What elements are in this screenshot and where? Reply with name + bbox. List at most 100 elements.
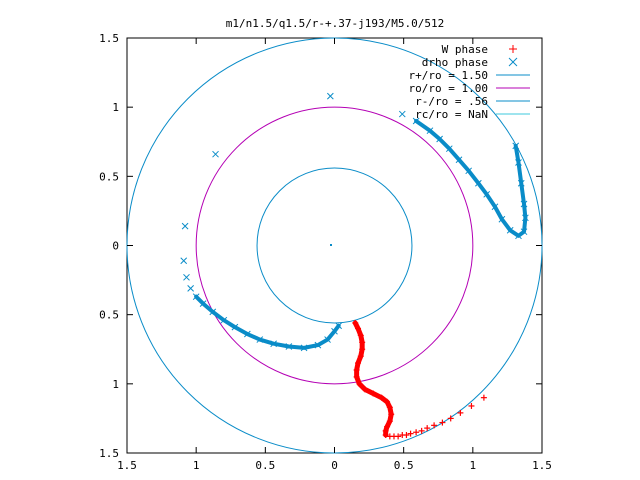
w-phase-point	[352, 319, 359, 326]
drho-phase-point	[181, 222, 189, 230]
w-phase-point	[353, 367, 360, 373]
legend-label-ro: ro/ro = 1.00	[409, 82, 488, 95]
y-tick-label: 1	[112, 101, 119, 114]
drho-phase-point	[270, 340, 277, 348]
w-phase-point	[413, 429, 420, 436]
drho-phase-point	[498, 215, 506, 223]
w-phase-point	[384, 398, 391, 405]
y-tick-label: 0.5	[99, 170, 119, 183]
drho-phase-point	[314, 341, 322, 349]
drho-phase-point	[506, 226, 514, 234]
w-phase-point	[439, 419, 446, 426]
legend-label-r-plus: r+/ro = 1.50	[409, 69, 488, 82]
legend-label-r-minus: r-/ro = .56	[415, 95, 488, 108]
w-phase-point	[378, 394, 385, 401]
w-phase-point	[386, 404, 393, 411]
drho-phase-point	[515, 159, 522, 166]
drho-phase-point	[335, 322, 343, 330]
legend-label-w-phase: W phase	[442, 43, 488, 56]
w-phase-point	[357, 353, 364, 360]
drho-phase-point	[199, 300, 207, 307]
x-tick-label: 0.5	[255, 459, 275, 472]
w-phase-point	[361, 386, 368, 393]
drho-phase-point	[517, 179, 525, 187]
w-phase-point	[418, 427, 425, 434]
legend: W phase drho phase r+/ro = 1.50 ro/ro = …	[409, 43, 530, 121]
legend-label-drho-phase: drho phase	[422, 56, 488, 69]
drho-phase-point	[331, 327, 338, 335]
x-tick-label: 0	[331, 459, 338, 472]
w-phase-point	[480, 394, 487, 401]
legend-label-rc: rc/ro = NaN	[415, 108, 488, 121]
x-tick-label: 1.5	[532, 459, 552, 472]
w-phase-point	[431, 422, 438, 429]
drho-phase-point	[300, 344, 308, 352]
chart-title: m1/n1.5/q1.5/r-+.37-j193/M5.0/512	[226, 17, 445, 30]
y-tick-label: 1.5	[99, 32, 119, 45]
drho-phase-point	[436, 135, 443, 143]
w-phase-point	[384, 423, 391, 430]
w-phase-point	[447, 415, 454, 422]
drho-phase-point	[220, 316, 228, 324]
w-phase-series	[352, 319, 487, 440]
drho-phase-point	[445, 145, 453, 153]
w-phase-point	[382, 432, 389, 439]
drho-phase-series	[180, 92, 529, 352]
drho-phase-point	[412, 117, 420, 125]
x-tick-label: 1	[193, 459, 200, 472]
x-tick-label: 1.5	[117, 459, 137, 472]
legend-marker-w-phase	[509, 45, 517, 53]
drho-phase-point	[231, 323, 239, 331]
w-phase-point	[468, 402, 475, 409]
drho-phase-dense-trail-right	[414, 119, 528, 238]
drho-phase-point	[475, 179, 482, 187]
w-phase-point	[457, 409, 464, 416]
drho-phase-point	[520, 228, 528, 236]
drho-phase-point	[324, 336, 331, 343]
w-phase-point	[370, 390, 377, 397]
drho-phase-point	[512, 142, 520, 150]
w-phase-point	[355, 360, 362, 367]
drho-phase-point	[522, 214, 529, 222]
drho-phase-point	[183, 273, 190, 281]
y-tick-label: 0.5	[99, 309, 119, 322]
drho-phase-point	[483, 190, 491, 198]
drho-phase-point	[212, 150, 219, 158]
drho-phase-point	[455, 156, 463, 164]
circle-1	[195, 106, 474, 385]
w-phase-point	[407, 430, 414, 437]
drho-phase-point	[285, 343, 293, 350]
drho-phase-point	[192, 293, 200, 301]
drho-phase-point	[256, 336, 264, 343]
drho-phase-point	[520, 200, 528, 208]
w-phase-point	[359, 339, 366, 346]
w-phase-point	[359, 346, 366, 353]
w-phase-point	[388, 411, 395, 418]
w-phase-point	[395, 433, 402, 440]
legend-marker-drho-phase	[508, 57, 518, 67]
circle-2	[256, 167, 413, 324]
x-tick-label: 0.5	[394, 459, 414, 472]
drho-phase-point	[187, 285, 194, 292]
drho-phase-point	[515, 232, 522, 240]
y-tick-label: 0	[112, 240, 119, 253]
w-phase-point	[355, 325, 362, 332]
drho-phase-point	[426, 127, 434, 135]
w-phase-point	[424, 425, 431, 432]
w-phase-point	[356, 380, 363, 387]
drho-phase-point	[243, 330, 251, 338]
w-phase-point	[386, 418, 393, 425]
w-phase-point	[403, 432, 410, 439]
drho-phase-point	[180, 257, 188, 265]
drho-phase-point	[465, 167, 473, 175]
y-tick-label: 1.5	[99, 447, 119, 460]
w-phase-point	[353, 373, 360, 380]
drho-phase-point	[491, 203, 499, 211]
w-phase-point	[357, 332, 364, 339]
w-phase-dense-trail	[352, 320, 394, 438]
origin-dot	[330, 244, 332, 246]
drho-phase-point	[209, 308, 217, 316]
drho-phase-dense-trail-lower	[194, 294, 341, 350]
